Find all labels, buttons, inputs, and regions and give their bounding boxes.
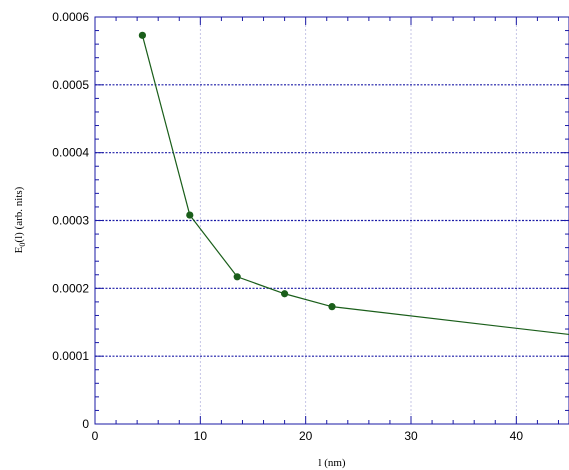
y-tick-labels: 0 0.0001 0.0002 0.0003 0.0004 0.0005 0.0006 [52, 10, 89, 431]
y-tick-label: 0.0006 [52, 10, 89, 24]
x-tick-label: 10 [194, 429, 208, 443]
y-tick-label: 0.0005 [52, 78, 89, 92]
x-tick-labels: 0 10 20 30 40 [92, 429, 524, 443]
x-tick-label: 20 [299, 429, 313, 443]
data-point [138, 31, 146, 39]
data-point [233, 273, 241, 281]
y-axis-title-subscript: 0 [18, 243, 27, 247]
y-tick-label: 0 [82, 417, 89, 431]
x-tick-label: 30 [404, 429, 418, 443]
axis-ticks [94, 16, 569, 425]
y-tick-label: 0.0001 [52, 349, 89, 363]
y-tick-label: 0.0002 [52, 281, 89, 295]
data-point [186, 211, 194, 219]
grid-lines [95, 17, 569, 424]
y-axis-title-suffix: (l) (arb. nits) [13, 186, 25, 242]
x-axis-title: l (nm) [318, 457, 346, 469]
data-point [328, 303, 336, 311]
y-axis-title-prefix: E [13, 246, 25, 253]
y-tick-label: 0.0004 [52, 146, 89, 160]
data-point [281, 290, 289, 298]
series-line [141, 35, 569, 336]
x-tick-label: 40 [510, 429, 524, 443]
data-series [138, 31, 569, 336]
y-tick-label: 0.0003 [52, 214, 89, 228]
x-tick-label: 0 [92, 429, 99, 443]
y-axis-title: E0(l) (arb. nits) [13, 186, 27, 253]
